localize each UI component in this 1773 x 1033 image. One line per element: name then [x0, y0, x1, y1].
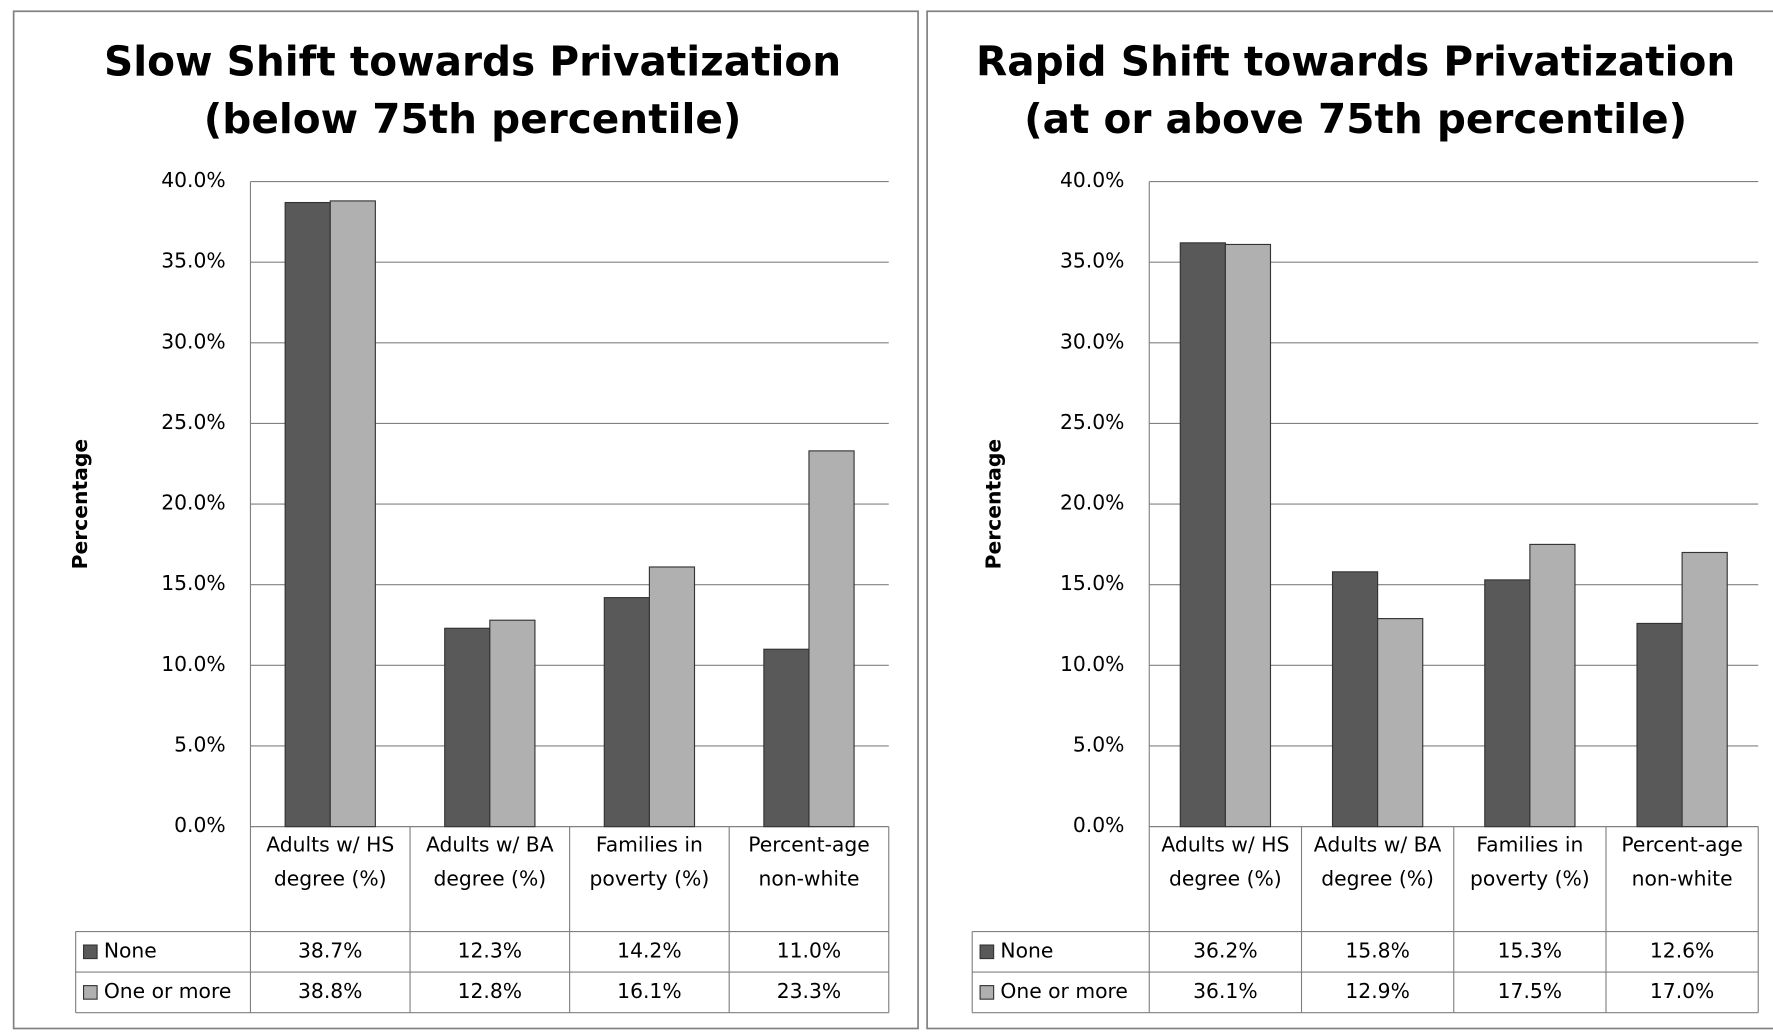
y-tick-label: 30.0% — [161, 329, 225, 353]
y-tick-label: 25.0% — [1060, 410, 1124, 434]
chart-title: Rapid Shift towards Privatization — [976, 37, 1735, 85]
y-tick-label: 0.0% — [1073, 813, 1125, 837]
legend-label: None — [104, 938, 157, 962]
bar — [329, 200, 376, 828]
x-tick-label: Adults w/ BA degree (%) — [1313, 833, 1442, 891]
y-tick-label: 10.0% — [161, 652, 225, 676]
legend-key — [82, 985, 98, 1000]
x-tick-label: Families in poverty (%) — [589, 833, 710, 891]
value-label: 15.3% — [1498, 938, 1562, 962]
value-label: 12.9% — [1345, 979, 1409, 1003]
x-tick-label: Percent-age non-white — [748, 833, 870, 891]
value-label: 17.5% — [1498, 979, 1562, 1003]
category-cell: Adults w/ BA degree (%) — [1313, 833, 1442, 891]
value-label: 16.1% — [617, 979, 681, 1003]
bar — [1681, 551, 1728, 828]
bar — [1179, 242, 1226, 828]
category-cell: Adults w/ BA degree (%) — [425, 833, 554, 891]
y-tick-label: 15.0% — [161, 571, 225, 595]
x-tick-label: Families in poverty (%) — [1470, 833, 1590, 891]
chart-subtitle: (below 75th percentile) — [204, 95, 742, 143]
value-label: 36.1% — [1193, 979, 1257, 1003]
bar — [1331, 571, 1379, 828]
y-tick-label: 15.0% — [1060, 571, 1124, 595]
value-label: 38.8% — [298, 979, 362, 1003]
category-cell: Adults w/ HS degree (%) — [1161, 833, 1290, 891]
y-tick-label: 20.0% — [161, 491, 225, 515]
value-label: 12.6% — [1650, 938, 1714, 962]
bar — [1224, 243, 1272, 828]
bar — [808, 450, 855, 828]
bar — [1484, 579, 1531, 828]
y-tick-label: 30.0% — [1060, 329, 1124, 353]
value-label: 12.8% — [458, 979, 522, 1003]
x-tick-label: Adults w/ BA degree (%) — [425, 833, 554, 891]
value-label: 38.7% — [298, 938, 362, 962]
bar — [1377, 618, 1424, 828]
value-label: 23.3% — [777, 979, 841, 1003]
value-label: 15.8% — [1345, 938, 1409, 962]
legend-label: One or more — [1000, 979, 1127, 1003]
legend-key — [979, 944, 995, 960]
y-tick-label: 5.0% — [174, 732, 226, 756]
y-axis-title: Percentage — [68, 439, 92, 569]
y-tick-label: 25.0% — [161, 410, 225, 434]
y-axis-title: Percentage — [981, 439, 1005, 569]
legend-label: None — [1000, 938, 1053, 962]
bar — [489, 619, 536, 828]
y-tick-label: 5.0% — [1073, 732, 1125, 756]
bar — [284, 201, 331, 828]
bar — [1529, 543, 1576, 828]
bar — [648, 566, 696, 828]
y-tick-label: 20.0% — [1060, 491, 1124, 515]
bar — [1636, 622, 1683, 828]
y-tick-label: 0.0% — [174, 813, 226, 837]
bar — [444, 627, 491, 828]
category-cell: Families in poverty (%) — [1470, 833, 1590, 891]
category-cell: Percent-age non-white — [1621, 833, 1743, 891]
y-tick-label: 40.0% — [1060, 168, 1124, 192]
legend-key — [979, 985, 995, 1000]
value-label: 36.2% — [1193, 938, 1257, 962]
y-tick-label: 10.0% — [1060, 652, 1124, 676]
category-cell: Percent-age non-white — [748, 833, 870, 891]
category-cell: Families in poverty (%) — [589, 833, 710, 891]
category-cell: Adults w/ HS degree (%) — [266, 833, 395, 891]
chart-border — [12, 10, 919, 1030]
value-label: 14.2% — [617, 938, 681, 962]
y-tick-label: 35.0% — [1060, 249, 1124, 273]
bar — [603, 597, 650, 828]
x-tick-label: Adults w/ HS degree (%) — [1161, 833, 1290, 891]
chart-subtitle: (at or above 75th percentile) — [1024, 95, 1687, 143]
legend-label: One or more — [104, 979, 231, 1003]
x-tick-label: Adults w/ HS degree (%) — [266, 833, 395, 891]
value-label: 11.0% — [777, 938, 841, 962]
y-tick-label: 35.0% — [161, 249, 225, 273]
value-label: 12.3% — [458, 938, 522, 962]
y-tick-label: 40.0% — [161, 168, 225, 192]
bar — [763, 648, 810, 828]
chart-title: Slow Shift towards Privatization — [104, 37, 841, 85]
legend-key — [82, 944, 98, 960]
chart-border — [926, 10, 1773, 1030]
value-label: 17.0% — [1650, 979, 1714, 1003]
x-tick-label: Percent-age non-white — [1621, 833, 1743, 891]
